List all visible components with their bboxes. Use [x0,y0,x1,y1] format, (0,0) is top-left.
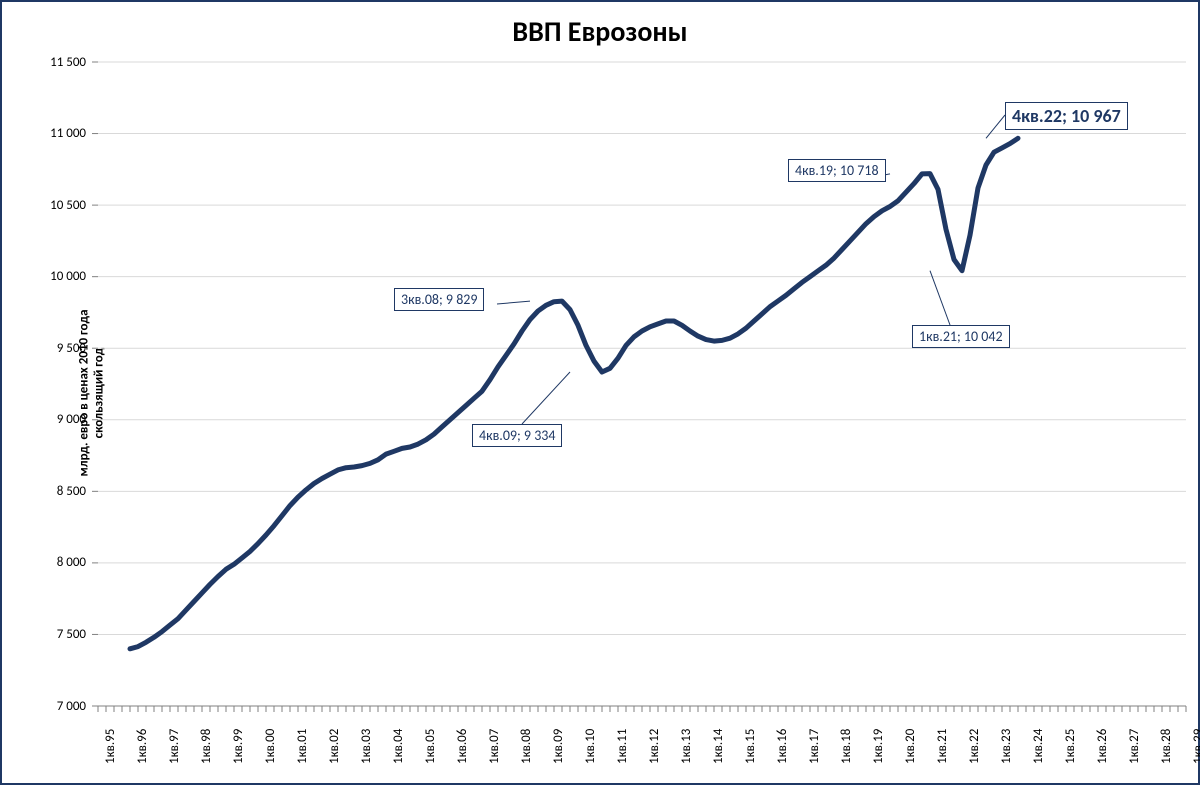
x-tick-label: 1кв.20 [903,729,918,764]
y-tick-label: 10 500 [50,198,86,213]
x-tick-label: 1кв.95 [103,729,118,764]
x-tick-label: 1кв.05 [423,729,438,764]
x-tick-label: 1кв.06 [455,729,470,764]
x-tick-label: 1кв.02 [327,729,342,764]
y-tick-label: 8 500 [57,484,86,499]
x-tick-label: 1кв.97 [167,729,182,764]
x-tick-label: 1кв.07 [487,729,502,764]
x-tick-label: 1кв.25 [1063,729,1078,764]
x-tick-label: 1кв.12 [647,729,662,764]
x-tick-label: 1кв.01 [295,729,310,764]
y-tick-label: 9 500 [57,341,86,356]
y-tick-label: 11 000 [50,126,86,141]
data-callout: 4кв.09; 9 334 [472,424,562,447]
y-tick-label: 10 000 [50,269,86,284]
x-tick-label: 1кв.24 [1031,729,1046,764]
x-tick-label: 1кв.17 [807,729,822,764]
x-tick-label: 1кв.10 [583,729,598,764]
y-tick-label: 9 000 [57,412,86,427]
y-tick-label: 7 500 [57,627,86,642]
x-tick-label: 1кв.03 [359,729,374,764]
y-tick-label: 7 000 [57,699,86,714]
x-tick-label: 1кв.08 [519,729,534,764]
x-tick-label: 1кв.21 [935,729,950,764]
x-tick-label: 1кв.28 [1159,729,1174,764]
x-tick-label: 1кв.29 [1191,729,1200,764]
x-tick-label: 1кв.04 [391,729,406,764]
data-callout: 4кв.19; 10 718 [788,159,886,182]
data-callout: 1кв.21; 10 042 [912,325,1010,348]
x-tick-label: 1кв.14 [711,729,726,764]
x-tick-label: 1кв.98 [199,729,214,764]
chart-frame: { "chart": { "type": "line", "title": "В… [0,0,1200,785]
x-tick-label: 1кв.18 [839,729,854,764]
y-tick-label: 11 500 [50,55,86,70]
x-tick-label: 1кв.27 [1127,729,1142,764]
x-tick-label: 1кв.15 [743,729,758,764]
x-tick-label: 1кв.00 [263,729,278,764]
x-tick-label: 1кв.23 [999,729,1014,764]
x-tick-label: 1кв.13 [679,729,694,764]
data-callout: 4кв.22; 10 967 [1005,102,1128,130]
x-tick-label: 1кв.16 [775,729,790,764]
data-callout: 3кв.08; 9 829 [394,288,484,311]
x-tick-label: 1кв.99 [231,729,246,764]
x-tick-label: 1кв.22 [967,729,982,764]
y-tick-label: 8 000 [57,555,86,570]
x-tick-label: 1кв.96 [135,729,150,764]
x-tick-label: 1кв.19 [871,729,886,764]
x-tick-label: 1кв.11 [615,729,630,764]
x-tick-label: 1кв.26 [1095,729,1110,764]
x-tick-label: 1кв.09 [551,729,566,764]
